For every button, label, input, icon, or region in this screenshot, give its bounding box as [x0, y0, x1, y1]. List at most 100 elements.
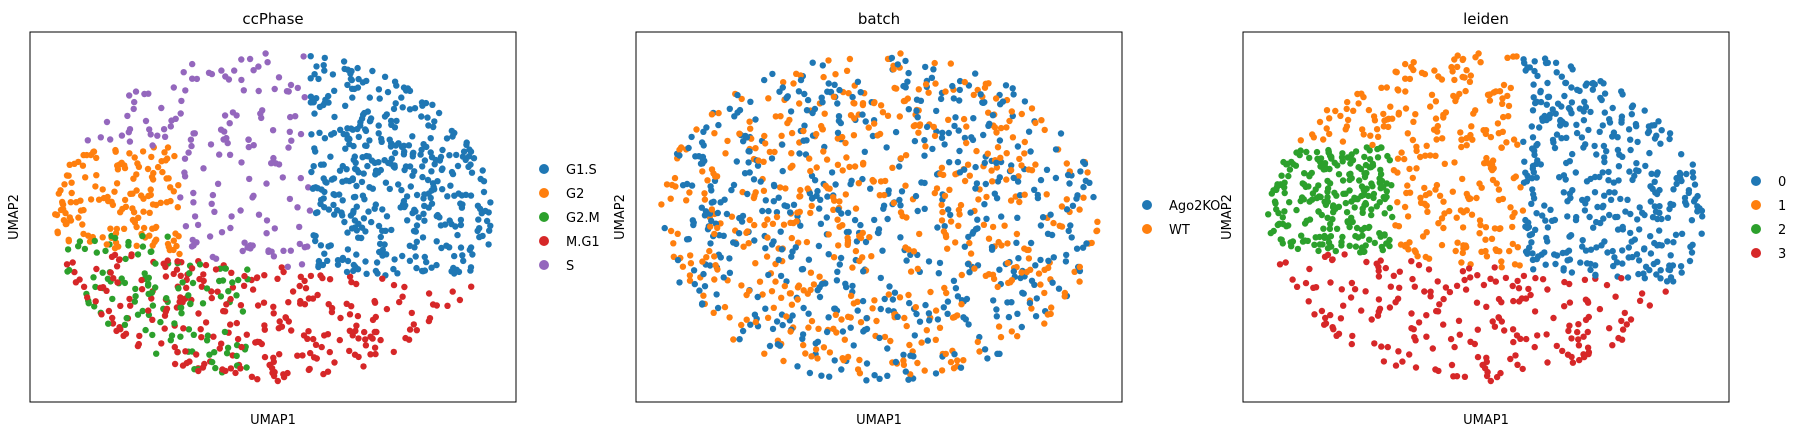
- scatter-point-wt: [982, 272, 989, 279]
- x-axis-label: UMAP1: [856, 413, 902, 428]
- scatter-point-wt: [803, 238, 811, 246]
- scatter-point-g2-m: [163, 295, 170, 302]
- scatter-point-3: [1408, 325, 1415, 332]
- scatter-point-g2: [120, 225, 128, 232]
- scatter-point-wt: [730, 336, 737, 343]
- scatter-point-g2: [140, 208, 147, 215]
- scatter-point-ago2ko: [825, 80, 832, 87]
- scatter-point-0: [1655, 118, 1662, 125]
- scatter-point-2: [1286, 199, 1293, 206]
- scatter-point-wt: [790, 80, 797, 87]
- scatter-point-m-g1: [174, 348, 181, 356]
- scatter-point-ago2ko: [745, 159, 752, 166]
- scatter-point-g1-s: [433, 238, 440, 245]
- legend-marker: [539, 164, 549, 174]
- scatter-point-g1-s: [423, 258, 430, 266]
- scatter-point-ago2ko: [965, 321, 972, 328]
- scatter-point-g1-s: [419, 163, 426, 170]
- scatter-point-0: [1581, 207, 1589, 214]
- scatter-point-0: [1665, 266, 1672, 273]
- scatter-point-1: [1367, 132, 1374, 139]
- scatter-point-g2-m: [99, 269, 106, 276]
- scatter-point-ago2ko: [1037, 256, 1044, 264]
- scatter-point-wt: [866, 234, 873, 241]
- scatter-point-ago2ko: [879, 247, 886, 254]
- scatter-point-2: [1366, 156, 1374, 163]
- scatter-point-wt: [1076, 263, 1084, 271]
- scatter-point-m-g1: [138, 276, 145, 284]
- scatter-point-wt: [1007, 167, 1015, 174]
- scatter-point-g2-m: [134, 311, 142, 318]
- scatter-point-ago2ko: [1015, 255, 1022, 262]
- scatter-point-0: [1537, 89, 1544, 96]
- scatter-point-g1-s: [311, 71, 318, 78]
- scatter-point-1: [1428, 91, 1436, 99]
- scatter-point-wt: [830, 93, 838, 101]
- scatter-point-1: [1441, 210, 1448, 217]
- scatter-point-g2: [131, 154, 138, 161]
- scatter-point-m-g1: [354, 312, 362, 320]
- scatter-point-s: [240, 87, 247, 94]
- scatter-point-m-g1: [348, 303, 355, 310]
- scatter-point-m-g1: [122, 330, 130, 337]
- scatter-point-m-g1: [228, 269, 235, 276]
- scatter-point-m-g1: [138, 286, 146, 293]
- scatter-point-wt: [964, 161, 972, 168]
- scatter-point-ago2ko: [834, 268, 841, 275]
- scatter-point-g2-m: [66, 266, 73, 274]
- scatter-point-0: [1586, 213, 1593, 221]
- scatter-point-wt: [896, 294, 904, 301]
- scatter-point-3: [1627, 316, 1635, 323]
- scatter-point-m-g1: [307, 272, 315, 280]
- scatter-point-3: [1568, 353, 1575, 361]
- scatter-point-wt: [844, 234, 851, 241]
- scatter-point-g2: [144, 165, 152, 173]
- scatter-point-0: [1530, 191, 1537, 198]
- scatter-point-3: [1596, 305, 1604, 313]
- scatter-point-g1-s: [466, 246, 473, 254]
- scatter-point-wt: [788, 150, 795, 157]
- scatter-point-m-g1: [289, 288, 297, 295]
- scatter-point-wt: [764, 216, 771, 223]
- scatter-point-ago2ko: [1008, 299, 1015, 306]
- scatter-point-3: [1474, 272, 1481, 279]
- scatter-point-g2-m: [167, 337, 174, 344]
- scatter-point-ago2ko: [898, 188, 906, 195]
- scatter-point-wt: [721, 303, 729, 311]
- scatter-point-2: [1306, 154, 1313, 162]
- scatter-point-2: [1309, 190, 1317, 197]
- scatter-point-ago2ko: [985, 122, 992, 129]
- scatter-point-s: [130, 105, 137, 113]
- scatter-point-0: [1691, 181, 1699, 188]
- scatter-point-3: [1289, 276, 1296, 283]
- scatter-point-wt: [932, 307, 940, 314]
- scatter-point-1: [1439, 135, 1446, 142]
- scatter-point-wt: [955, 222, 962, 229]
- scatter-point-m-g1: [348, 278, 355, 286]
- scatter-point-wt: [693, 126, 700, 133]
- scatter-point-g2: [159, 168, 166, 176]
- scatter-point-0: [1678, 151, 1685, 158]
- scatter-point-1: [1480, 127, 1487, 134]
- scatter-point-s: [216, 151, 223, 158]
- scatter-point-ago2ko: [798, 266, 806, 273]
- scatter-point-g1-s: [439, 186, 446, 193]
- scatter-point-3: [1515, 285, 1523, 292]
- scatter-point-ago2ko: [795, 88, 803, 95]
- scatter-point-1: [1332, 107, 1339, 115]
- scatter-point-m-g1: [300, 332, 308, 339]
- scatter-point-m-g1: [109, 320, 117, 327]
- legend-marker: [539, 236, 549, 246]
- scatter-point-ago2ko: [800, 304, 807, 312]
- scatter-point-3: [1491, 264, 1498, 271]
- scatter-point-g2-m: [219, 277, 227, 284]
- scatter-point-3: [1531, 308, 1539, 315]
- scatter-point-ago2ko: [1033, 295, 1041, 302]
- scatter-point-wt: [813, 130, 820, 138]
- scatter-point-g1-s: [487, 199, 494, 206]
- scatter-point-g2-m: [235, 276, 242, 284]
- scatter-point-ago2ko: [938, 134, 946, 141]
- scatter-point-ago2ko: [967, 209, 974, 216]
- scatter-point-0: [1641, 245, 1648, 252]
- scatter-point-1: [1343, 105, 1350, 113]
